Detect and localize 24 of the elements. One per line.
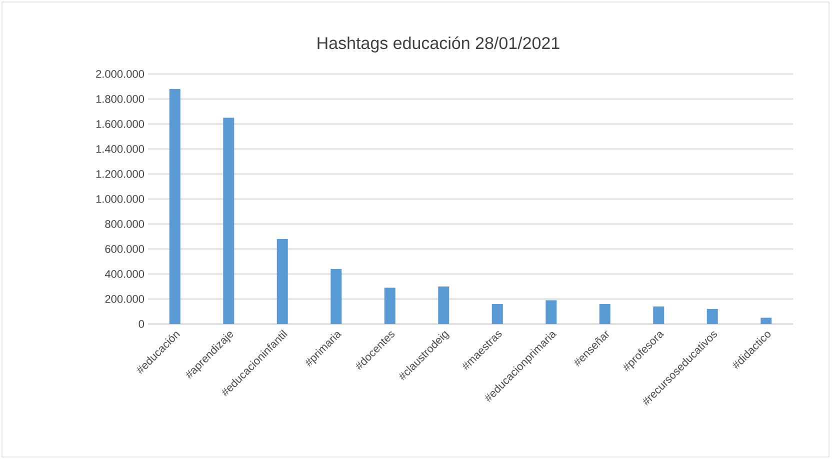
y-tick-label: 1.000.000 bbox=[96, 195, 144, 203]
bar bbox=[653, 306, 664, 324]
bar bbox=[599, 304, 610, 324]
bar bbox=[438, 286, 450, 324]
y-tick-label: 2.000.000 bbox=[96, 70, 144, 78]
bar bbox=[330, 269, 342, 324]
y-tick-label: 400.000 bbox=[104, 270, 144, 278]
y-tick-label: 1.600.000 bbox=[96, 120, 144, 128]
bar bbox=[169, 89, 180, 324]
y-tick-label: 600.000 bbox=[105, 245, 144, 253]
chart-title: Hashtags educación 28/01/2021 bbox=[318, 36, 560, 52]
y-tick-label: 1.800.000 bbox=[96, 95, 144, 103]
y-tick-label: 0 bbox=[138, 320, 144, 328]
y-tick-label: 1.400.000 bbox=[96, 145, 144, 153]
bar bbox=[384, 288, 396, 324]
bar bbox=[760, 318, 772, 324]
bar bbox=[492, 304, 503, 324]
bar bbox=[706, 309, 718, 324]
bar bbox=[546, 300, 557, 324]
bar bbox=[276, 239, 288, 324]
y-tick-label: 800.000 bbox=[105, 220, 144, 228]
bar bbox=[223, 118, 234, 324]
y-tick-label: 200.000 bbox=[105, 295, 144, 303]
y-tick-label: 1.200.000 bbox=[96, 170, 144, 178]
